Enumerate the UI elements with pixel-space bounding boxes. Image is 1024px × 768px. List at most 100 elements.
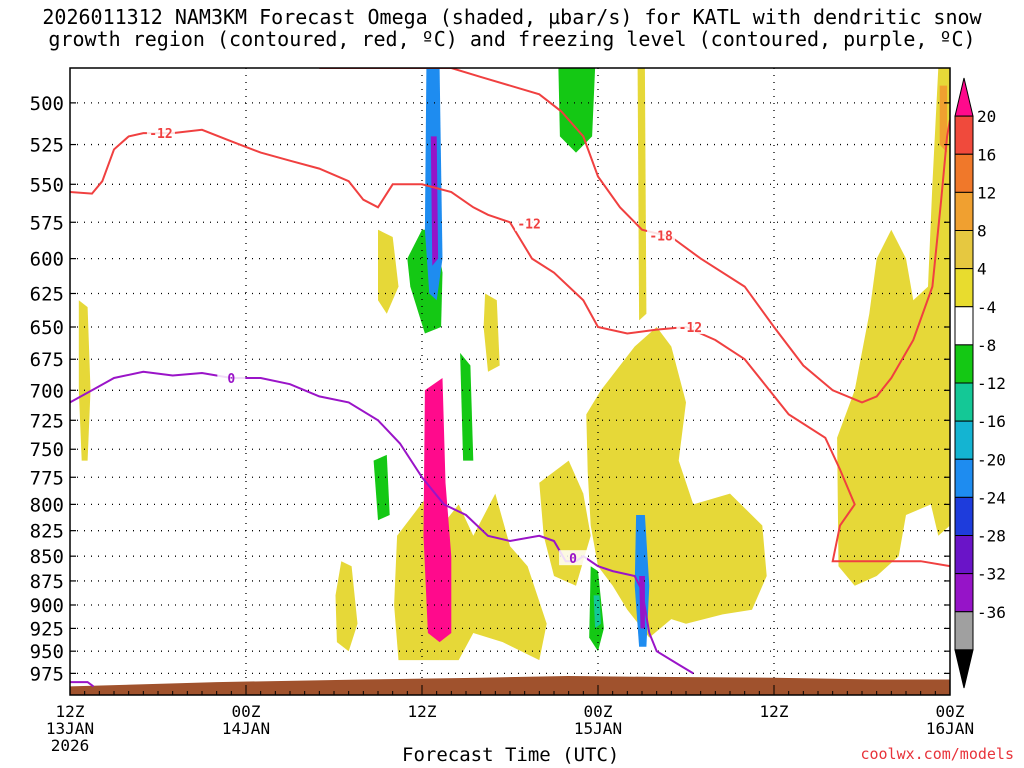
contour-label-red_a: -12 [149,127,172,142]
colorbar-label-4: 4 [977,260,987,279]
y-tick-label-875: 875 [30,571,64,593]
colorbar-seg-7 [954,344,974,384]
colorbar-label-8: 8 [977,222,987,241]
x-tick-label-60-0: 00Z [936,702,965,721]
contour-label-red_c: -18 [649,230,673,245]
shade-yellow-early-1 [378,229,399,314]
shade-green-mid-2 [460,352,474,461]
x-tick-label-48-0: 12Z [760,702,789,721]
shade-yellow-mid [539,460,591,586]
y-tick-label-550: 550 [30,174,64,196]
colorbar-seg-4 [954,230,974,270]
y-tick-label-575: 575 [30,212,64,234]
contour-red-upper-line [70,128,950,568]
colorbar-label--8: -8 [977,336,996,355]
colorbar-seg-12 [954,535,974,575]
colorbar-seg-5 [954,268,974,308]
y-tick-label-700: 700 [30,380,64,402]
shade-yellow-columns [586,327,767,638]
x-tick-label-12-0: 00Z [232,702,261,721]
colorbar-label--36: -36 [977,603,1006,622]
x-tick-label-60-1: 16JAN [926,719,974,738]
title-line-1: 2026011312 NAM3KM Forecast Omega (shaded… [42,5,982,29]
shade-cyan-lower [593,595,601,629]
y-tick-label-925: 925 [30,618,64,640]
x-tick-label-24-0: 12Z [408,702,437,721]
x-tick-label-36-1: 15JAN [574,719,622,738]
colorbar-seg-14 [954,611,974,651]
contour-label-bg-red_c [647,227,676,243]
colorbar-label--4: -4 [977,298,996,317]
x-tick-label-12-1: 14JAN [222,719,270,738]
colorbar-label--24: -24 [977,488,1006,507]
colorbar-seg-8 [954,382,974,422]
colorbar-seg-6 [954,306,974,346]
contour-label-bg-red_d [676,318,705,334]
y-tick-label-800: 800 [30,494,64,516]
y-tick-label-825: 825 [30,521,64,543]
shade-yellow-right-main [837,68,950,586]
contour-label-bg-red_b [515,215,544,231]
title-line-2: growth region (contoured, red, ºC) and f… [48,27,976,51]
colorbar-seg-1 [954,115,974,155]
contour-label-purple_a: 0 [227,372,235,387]
colorbar-label--32: -32 [977,565,1006,584]
y-tick-label-775: 775 [30,467,64,489]
colorbar-seg-9 [954,420,974,460]
colorbar-label-16: 16 [977,145,996,164]
colorbar-label--12: -12 [977,374,1006,393]
y-tick-label-975: 975 [30,663,64,685]
colorbar-label-20: 20 [977,107,996,126]
colorbar-seg-2 [954,153,974,193]
x-tick-label-36-0: 00Z [584,702,613,721]
colorbar-seg-10 [954,458,974,498]
shade-purple-column-inner [430,136,439,266]
shade-yellow-top-thin [637,68,647,321]
x-tick-label-0-0: 12Z [56,702,85,721]
shade-yellow-early-2 [483,293,500,372]
chart-title: 2026011312 NAM3KM Forecast Omega (shaded… [0,6,1024,50]
y-tick-label-500: 500 [30,93,64,115]
contour-label-red_d: -12 [679,321,702,336]
credit-text: coolwx.com/models [860,745,1014,763]
colorbar-seg-3 [954,191,974,231]
shade-yellow-left-thin [78,300,91,461]
contour-purple-bottom-left [70,681,95,688]
contour-red-upper-right [319,68,950,404]
colorbar-top-arrow [954,77,974,117]
contour-label-bg-red_a [146,125,175,141]
shade-yellow-main [433,493,547,661]
terrain-fill [70,676,950,695]
y-tick-label-525: 525 [30,135,64,157]
y-tick-label-600: 600 [30,249,64,271]
y-tick-label-650: 650 [30,317,64,339]
colorbar-label--20: -20 [977,450,1006,469]
plot-area: -12 -12 -18 -12 0 0 [70,68,950,695]
contour-label-purple_b: 0 [569,552,577,567]
y-tick-label-675: 675 [30,349,64,371]
colorbar-label--28: -28 [977,527,1006,546]
contour-label-bg-purple_b [559,550,588,566]
shade-yellow-lower-1 [335,561,358,652]
colorbar-bottom-arrow [954,649,974,689]
x-axis-title: Forecast Time (UTC) [402,744,620,766]
shade-pink-lower [423,378,452,643]
colorbar-label--16: -16 [977,412,1006,431]
colorbar-seg-11 [954,496,974,536]
contour-purple-freezing-line [70,370,694,675]
x-tick-label-0-2: 2026 [51,736,90,755]
y-tick-label-750: 750 [30,439,64,461]
shade-green-upper-2 [558,68,596,153]
shade-green-mid-1 [373,454,390,521]
y-tick-label-900: 900 [30,595,64,617]
colorbar-label-12: 12 [977,183,996,202]
contour-label-bg-purple_a [217,370,246,386]
x-tick-label-0-1: 13JAN [46,719,94,738]
y-tick-label-950: 950 [30,641,64,663]
colorbar-seg-13 [954,573,974,613]
y-tick-label-625: 625 [30,283,64,305]
contour-label-red_b: -12 [517,218,540,233]
y-tick-label-850: 850 [30,546,64,568]
y-tick-label-725: 725 [30,410,64,432]
